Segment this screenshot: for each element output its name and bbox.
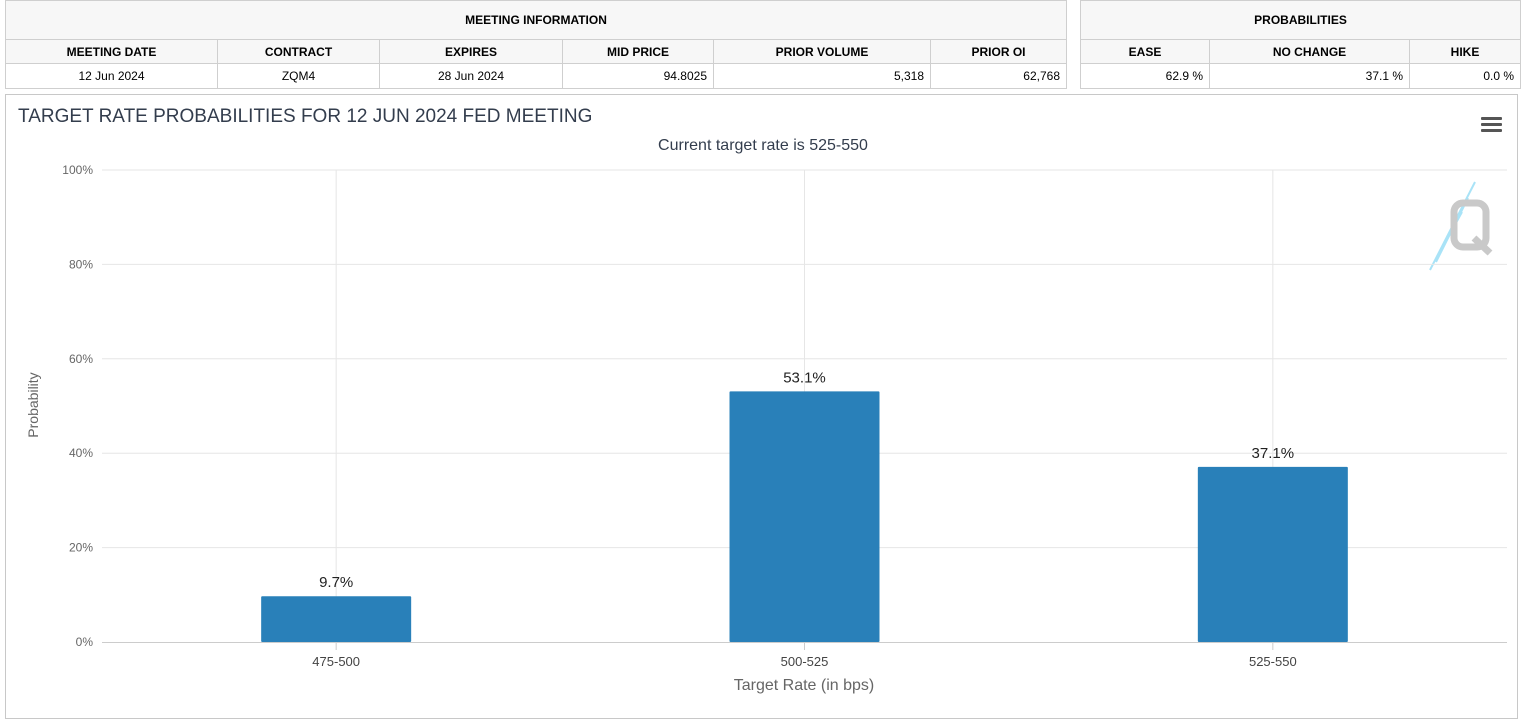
- ease-value: 62.9 %: [1080, 63, 1210, 89]
- no-change-header: NO CHANGE: [1209, 39, 1410, 64]
- x-axis: 475-500 500-525 525-550: [102, 642, 1507, 669]
- bar-500-525[interactable]: [729, 391, 880, 642]
- y-tick-label: 20%: [69, 541, 93, 555]
- x-tick-label: 525-550: [1249, 654, 1297, 669]
- y-axis: 0% 20% 40% 60% 80% 100%: [62, 163, 93, 649]
- prior-volume-header: PRIOR VOLUME: [713, 39, 931, 64]
- y-tick-label: 100%: [62, 163, 93, 177]
- bar-475-500[interactable]: [261, 596, 412, 642]
- probabilities-table: PROBABILITIES EASE NO CHANGE HIKE 62.9 %…: [1079, 0, 1522, 89]
- hamburger-menu-icon[interactable]: [1481, 117, 1503, 135]
- data-label: 9.7%: [319, 574, 353, 591]
- menu-bar: [1481, 129, 1502, 132]
- no-change-value: 37.1 %: [1209, 63, 1410, 89]
- meeting-information-table: MEETING INFORMATION MEETING DATE CONTRAC…: [5, 0, 1067, 89]
- x-tick-label: 500-525: [781, 654, 829, 669]
- prior-oi-header: PRIOR OI: [930, 39, 1067, 64]
- data-label: 53.1%: [783, 369, 826, 386]
- chart-title: TARGET RATE PROBABILITIES FOR 12 JUN 202…: [18, 106, 592, 127]
- probabilities-header: PROBABILITIES: [1079, 0, 1522, 40]
- menu-bar: [1481, 117, 1502, 120]
- chart-subtitle: Current target rate is 525-550: [658, 137, 868, 154]
- watermark-q-ring: [1450, 199, 1490, 251]
- expires-value: 28 Jun 2024: [379, 63, 563, 89]
- prior-volume-value: 5,318: [713, 63, 931, 89]
- y-axis-label: Probability: [25, 372, 41, 437]
- q-logo-watermark: [1429, 181, 1493, 271]
- bar-525-550[interactable]: [1197, 466, 1348, 642]
- watermark-q-tail: [1471, 235, 1493, 256]
- ease-header: EASE: [1080, 39, 1210, 64]
- chart-bars: 9.7% 53.1% 37.1%: [261, 369, 1348, 642]
- y-tick-label: 80%: [69, 257, 93, 271]
- y-tick-label: 0%: [76, 635, 94, 649]
- data-label: 37.1%: [1252, 445, 1295, 462]
- mid-price-header: MID PRICE: [562, 39, 714, 64]
- meeting-information-header: MEETING INFORMATION: [5, 0, 1067, 40]
- prior-oi-value: 62,768: [930, 63, 1067, 89]
- y-tick-label: 60%: [69, 352, 93, 366]
- expires-header: EXPIRES: [379, 39, 563, 64]
- x-tick-label: 475-500: [312, 654, 360, 669]
- mid-price-value: 94.8025: [562, 63, 714, 89]
- hike-value: 0.0 %: [1408, 63, 1522, 89]
- y-tick-label: 40%: [69, 446, 93, 460]
- x-axis-label: Target Rate (in bps): [734, 677, 875, 694]
- meeting-date-value: 12 Jun 2024: [5, 63, 218, 89]
- menu-bar: [1481, 123, 1502, 126]
- contract-value: ZQM4: [217, 63, 380, 89]
